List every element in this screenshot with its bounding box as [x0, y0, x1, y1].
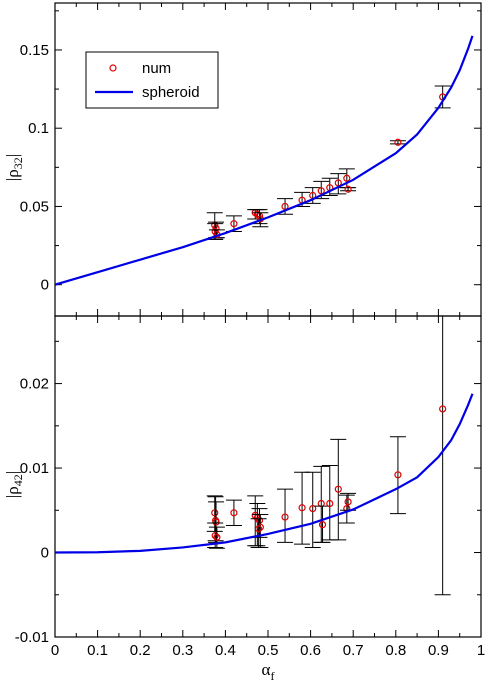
data-point: [340, 492, 357, 511]
data-point: [434, 316, 451, 596]
y-tick-label: 0.1: [28, 120, 49, 137]
data-point: [389, 138, 406, 146]
marker-num: [318, 521, 327, 529]
marker-num: [394, 138, 402, 146]
y-tick-label: 0.01: [20, 460, 49, 477]
y-axis-title-sub: 42: [11, 474, 25, 486]
y-axis-title: |ρ42|: [3, 471, 25, 498]
data-point: [434, 85, 451, 109]
data-point: [330, 438, 347, 541]
legend: num spheroid: [85, 51, 219, 109]
data-point: [314, 505, 331, 543]
plot-area: [55, 35, 474, 286]
marker-num: [309, 505, 317, 513]
marker-num: [344, 498, 352, 506]
data-point: [249, 503, 266, 547]
x-tick-label: 0.6: [300, 642, 321, 659]
series-line-spheroid: [55, 35, 474, 286]
marker-num: [326, 499, 334, 508]
marker-num: [334, 485, 342, 493]
y-axis-title-main: |ρ: [3, 486, 22, 498]
y-tick-label: 0.02: [20, 376, 49, 393]
marker-num: [317, 187, 325, 195]
legend-marker-num: [109, 64, 117, 72]
x-tick-label: 0.1: [87, 642, 108, 659]
marker-num: [344, 185, 352, 193]
marker-num: [281, 513, 289, 521]
marker-num: [256, 523, 264, 531]
y-axis-title-sub: 32: [11, 157, 25, 169]
data-point: [321, 465, 338, 541]
x-tick-label: 0.2: [130, 642, 151, 659]
data-point: [250, 518, 267, 548]
y-tick-label: 0: [41, 545, 49, 562]
x-axis-title-main: α: [262, 660, 271, 679]
y-axis-title-main: |ρ: [3, 169, 22, 181]
marker-num: [255, 516, 264, 525]
data-point: [225, 499, 242, 526]
data-point: [294, 471, 311, 545]
x-tick-label: 0.5: [258, 642, 279, 659]
x-tick-label: 0.7: [343, 642, 364, 659]
data-point: [208, 501, 225, 543]
legend-label: num: [142, 60, 171, 77]
x-tick-label: 1: [477, 642, 485, 659]
x-tick-label: 0.3: [172, 642, 193, 659]
data-point: [304, 187, 321, 204]
y-axis-title-close: |: [3, 471, 22, 474]
series-line-spheroid: [55, 393, 474, 554]
data-point: [389, 436, 406, 515]
marker-num: [298, 504, 306, 512]
marker-num: [213, 533, 221, 541]
data-point: [277, 488, 294, 543]
y-axis-title-close: |: [3, 154, 22, 157]
y-tick-label: -0.01: [15, 629, 49, 646]
data-point: [340, 185, 357, 193]
y-axis-title: |ρ32|: [3, 154, 25, 181]
y-tick-label: 0: [41, 277, 49, 294]
plot-area: [55, 316, 474, 596]
x-tick-label: 0.8: [385, 642, 406, 659]
marker-num: [230, 509, 238, 517]
y-tick-label: 0.05: [20, 198, 49, 215]
top-panel: 0 0.05 0.1 0.15 |ρ32| num spheroid: [3, 2, 482, 317]
x-tick-label: 0.9: [428, 642, 449, 659]
marker-num: [211, 509, 219, 517]
marker-num: [343, 174, 351, 182]
marker-num: [212, 518, 220, 526]
y-tick-label: 0.15: [20, 42, 49, 59]
marker-num: [394, 471, 402, 479]
marker-num: [230, 220, 238, 228]
data-point: [304, 471, 321, 548]
x-tick-label: 0: [51, 642, 59, 659]
data-point: [208, 526, 225, 549]
plot-frame: [54, 2, 482, 317]
legend-label: spheroid: [142, 84, 200, 101]
legend-box: [85, 51, 219, 109]
x-axis-title-sub: f: [270, 669, 274, 683]
marker-num: [439, 405, 447, 413]
bottom-panel: 0 0.1 0.2 0.3 0.4 0.5 0.6 0.7 0.8 0.9 1-0.0100.010…: [3, 315, 485, 683]
marker-num: [255, 525, 263, 533]
x-tick-label: 0.4: [215, 642, 236, 659]
marker-num: [211, 532, 219, 540]
x-axis-title: αf: [262, 660, 275, 683]
